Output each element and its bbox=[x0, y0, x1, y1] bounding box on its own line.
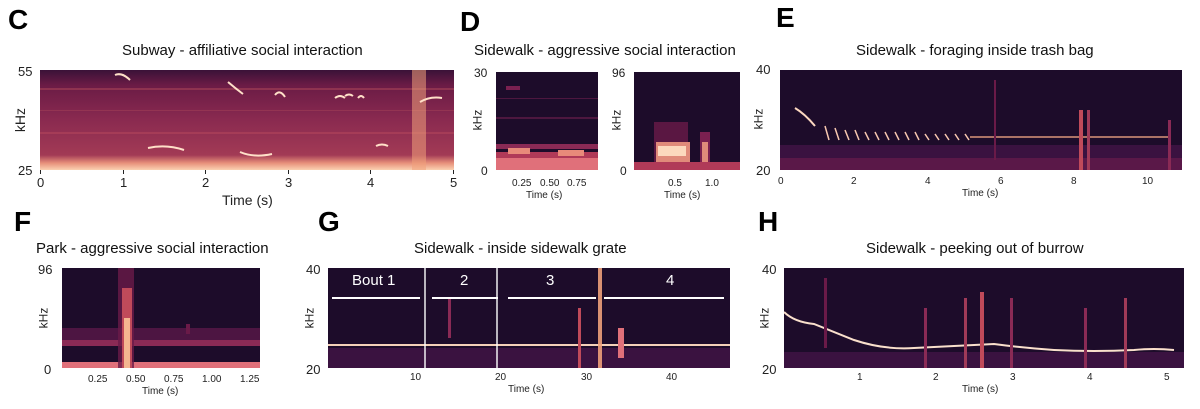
panel-d-left-ytick-bottom: 0 bbox=[481, 164, 488, 178]
spectrogram-h bbox=[784, 268, 1184, 368]
panel-d-right-xtick: 0.5 bbox=[668, 178, 682, 189]
bout-label-4: 4 bbox=[666, 272, 675, 289]
panel-e-xtick: 10 bbox=[1142, 176, 1154, 187]
panel-e-xtick: 4 bbox=[925, 176, 931, 187]
panel-g-xtick: 30 bbox=[581, 372, 593, 383]
panel-c-xtick: 2 bbox=[202, 175, 210, 190]
panel-h-ylabel: kHz bbox=[757, 307, 772, 329]
panel-d-left-ylabel: kHz bbox=[470, 109, 485, 131]
panel-g-ylabel: kHz bbox=[302, 307, 317, 329]
panel-g-xtick: 40 bbox=[666, 372, 678, 383]
panel-e-ytick-bottom: 20 bbox=[756, 163, 771, 178]
panel-d-left-xtick: 0.50 bbox=[540, 178, 560, 189]
panel-h-xtick: 5 bbox=[1164, 372, 1170, 383]
bout-label-2: 2 bbox=[460, 272, 469, 289]
panel-c-xtick: 1 bbox=[120, 175, 128, 190]
panel-f-xlabel: Time (s) bbox=[142, 386, 179, 397]
panel-e-xlabel: Time (s) bbox=[962, 188, 999, 199]
panel-letter-c: C bbox=[8, 4, 29, 35]
panel-c-ylabel: kHz bbox=[12, 107, 29, 133]
panel-h-ytick-bottom: 20 bbox=[762, 362, 777, 377]
panel-c-xtick: 5 bbox=[450, 175, 458, 190]
panel-d-right-ytick-top: 96 bbox=[612, 66, 626, 80]
panel-g-xtick: 20 bbox=[495, 372, 507, 383]
panel-c-xtick: 3 bbox=[285, 175, 293, 190]
spectrogram-d-left bbox=[496, 72, 598, 170]
panel-d-left-xtick: 0.75 bbox=[567, 178, 587, 189]
panel-f-title: Park - aggressive social interaction bbox=[36, 240, 269, 257]
bout-line-3 bbox=[508, 297, 596, 299]
panel-c-xtick: 0 bbox=[37, 175, 45, 190]
panel-e-title: Sidewalk - foraging inside trash bag bbox=[856, 42, 1094, 59]
panel-f-ytick-top: 96 bbox=[38, 262, 53, 277]
panel-d-right-ylabel: kHz bbox=[609, 109, 624, 131]
spectrogram-c bbox=[40, 70, 454, 170]
panel-d-left-xlabel: Time (s) bbox=[526, 190, 563, 201]
panel-d-right-xtick: 1.0 bbox=[705, 178, 719, 189]
panel-g-xtick: 10 bbox=[410, 372, 422, 383]
panel-h-xlabel: Time (s) bbox=[962, 384, 999, 395]
panel-letter-g: G bbox=[318, 206, 340, 237]
panel-e-ylabel: kHz bbox=[751, 108, 766, 130]
panel-g-ytick-top: 40 bbox=[306, 262, 321, 277]
panel-e-xtick: 8 bbox=[1071, 176, 1077, 187]
panel-d-title: Sidewalk - aggressive social interaction bbox=[474, 42, 736, 59]
panel-f-xtick: 1.25 bbox=[240, 374, 260, 385]
panel-d-right-ytick-bottom: 0 bbox=[620, 164, 627, 178]
panel-letter-d: D bbox=[460, 6, 481, 37]
panel-h-xtick: 3 bbox=[1010, 372, 1016, 383]
bout-label-1: Bout 1 bbox=[352, 272, 396, 289]
panel-e-ytick-top: 40 bbox=[756, 62, 771, 77]
panel-g-ytick-bottom: 20 bbox=[306, 362, 321, 377]
panel-c-xtick: 4 bbox=[367, 175, 375, 190]
bout-line-2 bbox=[432, 297, 498, 299]
panel-c-ytick-bottom: 25 bbox=[18, 163, 33, 178]
spectrogram-d-right bbox=[634, 72, 740, 170]
panel-c-title: Subway - affiliative social interaction bbox=[122, 42, 363, 59]
panel-h-xtick: 1 bbox=[857, 372, 863, 383]
spectrogram-f bbox=[62, 268, 260, 368]
panel-g-xlabel: Time (s) bbox=[508, 384, 545, 395]
panel-c-ytick-top: 55 bbox=[18, 64, 33, 79]
panel-d-left-ytick-top: 30 bbox=[474, 66, 488, 80]
spectrogram-e bbox=[780, 70, 1182, 170]
panel-f-ytick-bottom: 0 bbox=[44, 362, 52, 377]
spectrogram-g bbox=[328, 268, 730, 368]
panel-d-left-xtick: 0.25 bbox=[512, 178, 532, 189]
panel-letter-e: E bbox=[776, 2, 795, 33]
panel-c-xlabel: Time (s) bbox=[222, 192, 273, 208]
panel-f-ylabel: kHz bbox=[36, 307, 51, 329]
panel-e-xtick: 0 bbox=[778, 176, 784, 187]
panel-f-xtick: 0.25 bbox=[88, 374, 108, 385]
panel-f-xtick: 1.00 bbox=[202, 374, 222, 385]
panel-letter-f: F bbox=[14, 206, 32, 237]
bout-line-4 bbox=[604, 297, 724, 299]
panel-h-xtick: 2 bbox=[933, 372, 939, 383]
panel-h-xtick: 4 bbox=[1087, 372, 1093, 383]
panel-h-title: Sidewalk - peeking out of burrow bbox=[866, 240, 1084, 257]
panel-e-xtick: 2 bbox=[851, 176, 857, 187]
panel-d-right-xlabel: Time (s) bbox=[664, 190, 701, 201]
panel-f-xtick: 0.50 bbox=[126, 374, 146, 385]
panel-h-ytick-top: 40 bbox=[762, 262, 777, 277]
bout-line-1 bbox=[332, 297, 420, 299]
panel-f-xtick: 0.75 bbox=[164, 374, 184, 385]
panel-e-xtick: 6 bbox=[998, 176, 1004, 187]
bout-label-3: 3 bbox=[546, 272, 555, 289]
panel-g-title: Sidewalk - inside sidewalk grate bbox=[414, 240, 627, 257]
panel-letter-h: H bbox=[758, 206, 779, 237]
